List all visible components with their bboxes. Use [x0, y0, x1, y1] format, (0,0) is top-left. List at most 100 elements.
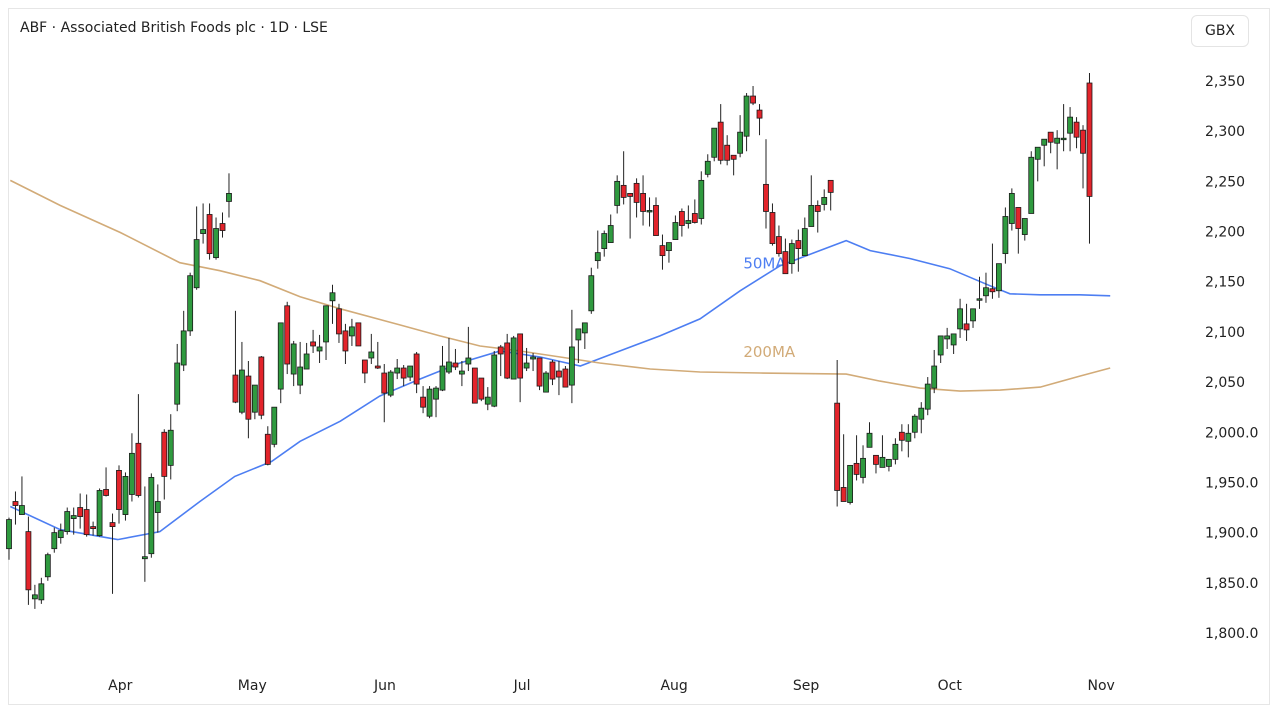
candle-down[interactable] — [355, 322, 362, 347]
candle-up[interactable] — [808, 175, 815, 227]
candle-up[interactable] — [19, 476, 25, 515]
candle-up[interactable] — [886, 458, 892, 472]
candle-up[interactable] — [31, 584, 38, 609]
candle-down[interactable] — [471, 367, 478, 404]
candle-up[interactable] — [601, 230, 608, 257]
candle-up[interactable] — [879, 435, 886, 468]
candle-down[interactable] — [381, 364, 388, 423]
candle-up[interactable] — [983, 272, 989, 303]
candle-up[interactable] — [297, 341, 304, 395]
candle-down[interactable] — [827, 179, 834, 211]
candle-up[interactable] — [860, 445, 866, 484]
candle-up[interactable] — [704, 154, 711, 178]
candle-down[interactable] — [504, 333, 511, 380]
candle-down[interactable] — [109, 513, 116, 594]
candle-up[interactable] — [937, 335, 944, 364]
candle-up[interactable] — [51, 527, 58, 553]
candle-up[interactable] — [892, 438, 899, 465]
candle-down[interactable] — [691, 199, 698, 224]
candle-up[interactable] — [57, 523, 64, 544]
candle-up[interactable] — [911, 414, 918, 439]
candle-up[interactable] — [329, 284, 336, 324]
candle-up[interactable] — [349, 318, 355, 346]
candle-down[interactable] — [763, 139, 769, 229]
candle-up[interactable] — [122, 472, 129, 521]
candle-down[interactable] — [361, 359, 368, 384]
candle-down[interactable] — [873, 454, 879, 474]
candle-up[interactable] — [484, 387, 491, 411]
candle-up[interactable] — [491, 350, 498, 408]
candle-down[interactable] — [678, 208, 685, 237]
candle-up[interactable] — [290, 340, 297, 387]
candle-down[interactable] — [1080, 125, 1086, 189]
candle-down[interactable] — [232, 310, 239, 404]
candle-down[interactable] — [336, 303, 342, 343]
candle-up[interactable] — [821, 189, 828, 211]
candle-down[interactable] — [413, 351, 420, 394]
candle-up[interactable] — [575, 328, 582, 364]
candle-up[interactable] — [1060, 104, 1067, 152]
candle-up[interactable] — [646, 197, 653, 227]
candle-up[interactable] — [239, 341, 245, 415]
candle-down[interactable] — [497, 344, 504, 377]
candle-up[interactable] — [1054, 130, 1061, 170]
candle-up[interactable] — [64, 507, 71, 535]
candle-down[interactable] — [963, 303, 970, 341]
candle-down[interactable] — [536, 357, 543, 391]
y-axis[interactable]: 2,350 2,300 2,250 2,200 2,150 2,100 2,050 2,000… — [1205, 74, 1258, 642]
candle-up[interactable] — [193, 206, 200, 290]
candle-up[interactable] — [614, 175, 621, 214]
candle-down[interactable] — [814, 200, 821, 233]
candle-up[interactable] — [944, 327, 951, 349]
candle-up[interactable] — [407, 365, 414, 382]
candle-up[interactable] — [433, 386, 439, 418]
candle-down[interactable] — [264, 426, 271, 466]
candle-up[interactable] — [439, 345, 446, 392]
candle-up[interactable] — [1002, 207, 1009, 264]
candle-up[interactable] — [44, 552, 51, 581]
candle-up[interactable] — [685, 205, 692, 229]
candle-up[interactable] — [1067, 107, 1073, 152]
candle-down[interactable] — [1086, 72, 1093, 244]
candle-down[interactable] — [245, 361, 252, 439]
candle-up[interactable] — [1041, 138, 1048, 167]
candle-down[interactable] — [724, 135, 731, 166]
candle-up[interactable] — [465, 326, 472, 372]
candle-up[interactable] — [588, 267, 595, 314]
candle-down[interactable] — [452, 348, 459, 371]
candle-down[interactable] — [556, 361, 562, 396]
candle-up[interactable] — [200, 203, 207, 244]
candle-up[interactable] — [510, 335, 517, 380]
candle-up[interactable] — [141, 486, 148, 582]
candle-down[interactable] — [25, 516, 32, 605]
candle-down[interactable] — [206, 203, 213, 260]
candle-down[interactable] — [342, 323, 349, 365]
candle-up[interactable] — [446, 337, 452, 375]
candle-down[interactable] — [834, 360, 841, 507]
candle-down[interactable] — [640, 175, 646, 226]
candle-down[interactable] — [478, 377, 485, 402]
candle-down[interactable] — [400, 365, 407, 387]
candle-down[interactable] — [653, 197, 659, 236]
candle-up[interactable] — [323, 305, 329, 361]
candle-down[interactable] — [77, 493, 84, 529]
candle-down[interactable] — [161, 429, 168, 500]
candle-up[interactable] — [271, 406, 278, 448]
candle-up[interactable] — [957, 298, 963, 338]
candle-up[interactable] — [523, 347, 530, 372]
candle-up[interactable] — [180, 310, 187, 372]
candle-down[interactable] — [898, 424, 905, 452]
x-axis[interactable]: Apr May Jun Jul Aug Sep Oct Nov — [108, 678, 1115, 694]
candle-up[interactable] — [970, 308, 976, 328]
candle-down[interactable] — [756, 104, 763, 136]
candle-up[interactable] — [187, 272, 194, 336]
candle-up[interactable] — [387, 370, 394, 398]
candle-down[interactable] — [730, 154, 737, 176]
candle-down[interactable] — [1073, 117, 1080, 149]
candle-up[interactable] — [303, 342, 310, 370]
candle-down[interactable] — [12, 491, 19, 525]
candle-up[interactable] — [1008, 188, 1015, 231]
candle-down[interactable] — [135, 394, 142, 498]
candle-up[interactable] — [672, 215, 679, 240]
candle-up[interactable] — [905, 424, 912, 458]
